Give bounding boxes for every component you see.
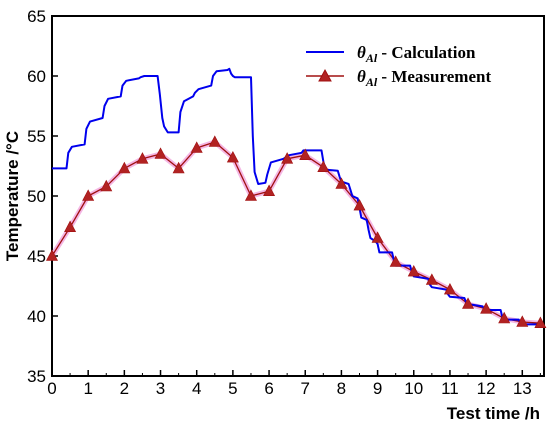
measurement-point [100, 179, 113, 192]
x-tick-label: 11 [441, 379, 459, 398]
measurement-point [443, 282, 456, 295]
measurement-point [263, 184, 276, 196]
y-axis: 35 40 45 50 55 60 65 [27, 7, 58, 386]
measurement-point [534, 316, 547, 329]
x-tick-label: 9 [373, 379, 382, 398]
x-tick-label: 4 [192, 379, 201, 398]
y-axis-title: Temperature /°C [3, 131, 22, 261]
x-tick-label: 13 [513, 379, 532, 398]
x-tick-label: 3 [156, 379, 165, 398]
measurement-point [335, 177, 348, 189]
y-tick-label: 55 [27, 127, 46, 146]
measurement-point [353, 198, 366, 211]
y-tick-label: 40 [27, 307, 46, 326]
legend-marker-measurement [318, 68, 332, 82]
x-tick-label: 12 [477, 379, 496, 398]
legend: θAl - Calculation θAl - Measurement [306, 43, 491, 89]
y-tick-label: 35 [27, 367, 46, 386]
legend-suffix-calculation: - Calculation [377, 43, 476, 62]
measurement-point [498, 311, 511, 324]
measurement-point [516, 315, 529, 327]
x-axis: 0 1 2 3 4 5 6 7 8 9 10 11 12 13 [47, 370, 541, 398]
legend-subscript-calculation: Al [365, 51, 378, 65]
legend-label-measurement: θAl - Measurement [357, 67, 491, 89]
measurement-point [118, 161, 131, 174]
series-layer [46, 67, 547, 329]
measurement-point [64, 220, 77, 232]
measurement-point [425, 273, 438, 285]
legend-symbol-calculation: θ [357, 43, 366, 62]
measurement-point [136, 152, 149, 164]
measurement-point [407, 264, 420, 277]
x-tick-label: 1 [83, 379, 92, 398]
legend-suffix-measurement: - Measurement [377, 67, 491, 86]
legend-label-calculation: θAl - Calculation [357, 43, 476, 65]
x-tick-label: 10 [404, 379, 423, 398]
y-tick-label: 50 [27, 187, 46, 206]
measurement-point [208, 135, 221, 147]
measurement-point [462, 297, 475, 309]
x-tick-label: 6 [264, 379, 273, 398]
legend-symbol-measurement: θ [357, 67, 366, 86]
measurement-point [172, 161, 185, 174]
y-tick-label: 45 [27, 247, 46, 266]
measurement-point [190, 141, 203, 153]
measurement-point [317, 160, 330, 172]
y-tick-label: 65 [27, 7, 46, 26]
x-tick-label: 8 [337, 379, 346, 398]
measurement-point [371, 231, 384, 243]
x-tick-label: 0 [47, 379, 56, 398]
x-tick-label: 2 [120, 379, 129, 398]
measurement-point [226, 150, 239, 163]
measurement-point [389, 255, 402, 267]
x-tick-label: 5 [228, 379, 237, 398]
y-tick-label: 60 [27, 67, 46, 86]
measurement-point [299, 148, 312, 160]
measurement-point [82, 189, 95, 201]
legend-subscript-measurement: Al [365, 75, 378, 89]
measurement-point [154, 147, 167, 159]
measurement-point [480, 302, 493, 314]
x-axis-title: Test time /h [447, 404, 540, 423]
measurement-point [46, 249, 58, 261]
measurement-point [281, 152, 294, 164]
measurement-point [244, 189, 257, 201]
x-tick-label: 7 [301, 379, 310, 398]
calculation-line [52, 67, 541, 328]
